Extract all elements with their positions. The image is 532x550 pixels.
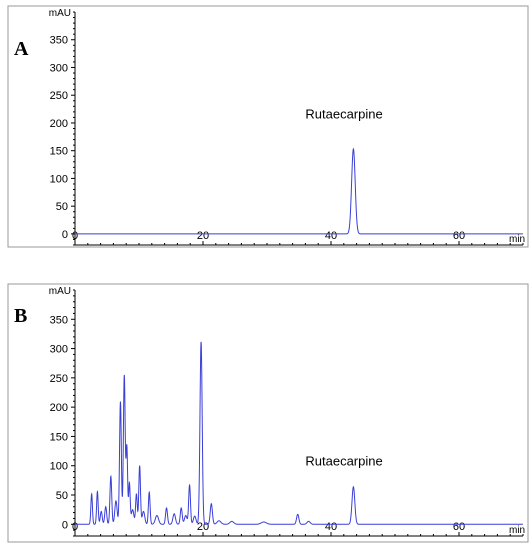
chromatogram-trace (75, 147, 523, 235)
peak-point (97, 491, 98, 492)
x-tick-label: 20 (197, 521, 209, 533)
x-tick-label: 0 (72, 230, 78, 242)
peak-point (124, 374, 125, 375)
panel-label: B (14, 305, 27, 327)
y-tick-label: 300 (50, 344, 68, 356)
y-tick-label: 50 (56, 201, 68, 213)
y-tick-label: 100 (50, 173, 68, 185)
peak-point (308, 521, 309, 522)
peak-point (353, 486, 354, 487)
x-tick-label: 0 (72, 521, 78, 533)
peak-point (139, 465, 140, 466)
y-tick-label: 0 (62, 229, 68, 241)
x-axis-unit-label: min (509, 234, 525, 245)
y-tick-label: 300 (50, 62, 68, 74)
chromatogram-trace (75, 341, 523, 525)
y-tick-label: 150 (50, 146, 68, 158)
panel-frame (7, 283, 529, 543)
peak-point (91, 493, 92, 494)
peak-point (189, 485, 190, 486)
y-tick-label: 200 (50, 118, 68, 130)
peak-point (353, 149, 354, 150)
peak-point (181, 507, 182, 508)
peak-point (126, 446, 127, 447)
peak-point (101, 511, 102, 512)
peak-point (219, 520, 220, 521)
peak-point (115, 500, 116, 501)
panel-label: A (14, 38, 29, 60)
peak-point (129, 483, 130, 484)
y-tick-label: 150 (50, 431, 68, 443)
peak-point (110, 476, 111, 477)
y-tick-label: 50 (56, 490, 68, 502)
y-tick-label: 250 (50, 373, 68, 385)
peak-point (174, 513, 175, 514)
y-tick-label: 100 (50, 461, 68, 473)
peak-point (231, 521, 232, 522)
x-tick-label: 20 (197, 230, 209, 242)
peak-point (185, 515, 186, 516)
peak-point (201, 341, 202, 342)
peak-point (194, 516, 195, 517)
peak-point (136, 493, 137, 494)
y-tick-label: 200 (50, 402, 68, 414)
peak-point (156, 515, 157, 516)
panel-frame (7, 5, 529, 248)
peak-point (297, 514, 298, 515)
peak-point (105, 506, 106, 507)
y-axis-unit-label: mAU (49, 286, 71, 297)
y-tick-label: 350 (50, 35, 68, 47)
peak-annotation: Rutaecarpine (305, 454, 382, 469)
y-axis-unit-label: mAU (49, 8, 71, 19)
x-axis-unit-label: min (509, 525, 525, 536)
y-tick-label: 350 (50, 314, 68, 326)
peak-point (149, 492, 150, 493)
x-tick-label: 60 (453, 521, 465, 533)
peak-point (132, 509, 133, 510)
y-tick-label: 250 (50, 90, 68, 102)
peak-point (166, 507, 167, 508)
peak-annotation: Rutaecarpine (305, 107, 382, 122)
peak-point (211, 503, 212, 504)
x-tick-label: 60 (453, 230, 465, 242)
x-tick-label: 40 (325, 230, 337, 242)
y-tick-label: 0 (62, 519, 68, 531)
peak-point (143, 511, 144, 512)
x-tick-label: 40 (325, 521, 337, 533)
peak-point (263, 521, 264, 522)
peak-point (120, 401, 121, 402)
